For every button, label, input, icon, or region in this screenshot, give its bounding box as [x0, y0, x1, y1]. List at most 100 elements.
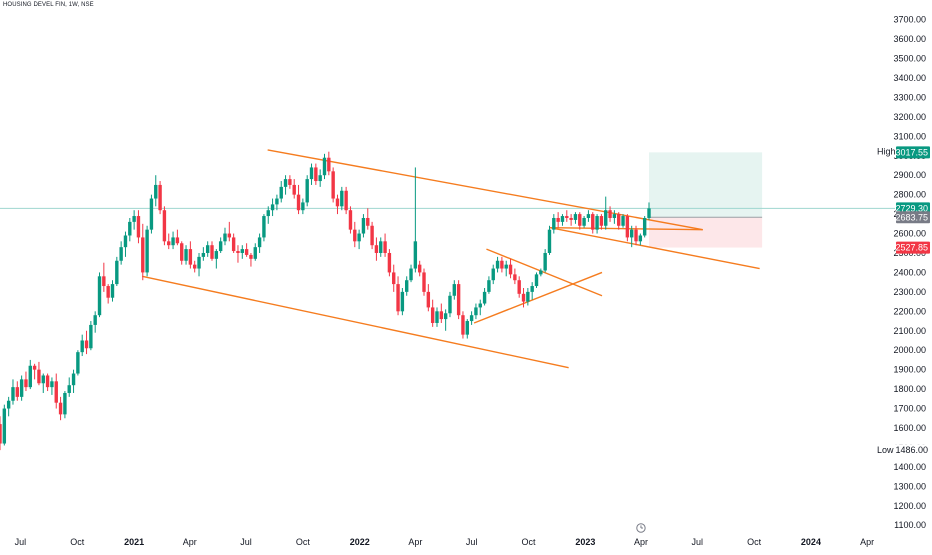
candle	[89, 321, 93, 351]
price-tick-label: 3600.00	[893, 34, 926, 44]
candle-body	[214, 251, 219, 259]
time-tick-label: Apr	[183, 537, 197, 547]
candle	[379, 237, 383, 257]
candle-body	[37, 369, 41, 384]
candle	[340, 186, 344, 211]
candle	[11, 379, 15, 405]
candle-body	[123, 235, 128, 248]
candle-body	[188, 249, 193, 265]
candle-body	[513, 274, 517, 281]
candle	[32, 363, 37, 380]
loss-zone[interactable]	[648, 217, 763, 248]
candle-body	[413, 241, 418, 269]
clock-icon-face	[636, 523, 646, 533]
candle	[37, 361, 41, 386]
candle-body	[180, 243, 184, 261]
time-tick-label: 2021	[124, 537, 144, 547]
candle	[171, 231, 175, 250]
recent-channel-lower[interactable]	[549, 227, 760, 270]
candle	[279, 181, 283, 203]
candle	[58, 396, 63, 421]
candle	[45, 373, 50, 392]
candle	[534, 272, 539, 288]
candle-body	[379, 241, 383, 253]
low-price-badge-value: 1486.00	[895, 445, 928, 455]
candle	[270, 198, 275, 217]
candle-body	[54, 381, 58, 403]
candle	[6, 396, 11, 417]
chart-title: HOUSING DEVEL FIN, 1W, NSE	[3, 2, 94, 8]
candle	[123, 231, 128, 257]
candle-body	[296, 194, 301, 211]
candle	[67, 377, 71, 397]
candle-body	[617, 214, 621, 226]
candle-body	[426, 291, 431, 308]
time-tick-label: Jul	[466, 537, 478, 547]
candle	[629, 225, 634, 248]
clock-icon[interactable]	[636, 523, 646, 533]
candle-body	[629, 229, 634, 238]
candle-body	[582, 217, 586, 226]
candle-body	[89, 324, 93, 349]
candle-body	[171, 237, 175, 246]
candle-body	[149, 198, 154, 230]
candle	[491, 264, 495, 285]
candle-body	[249, 254, 253, 259]
candle-body	[192, 264, 197, 269]
time-tick-label: Apr	[860, 537, 874, 547]
candle	[244, 243, 249, 257]
candle	[461, 311, 465, 339]
profit-zone[interactable]	[648, 152, 763, 218]
time-tick-label: Oct	[521, 537, 536, 547]
candle	[344, 186, 348, 215]
candle-body	[201, 252, 206, 257]
candle	[612, 210, 617, 224]
candle	[586, 210, 591, 222]
candle	[266, 206, 270, 224]
triangle-upper[interactable]	[486, 248, 603, 297]
candle-body	[508, 264, 513, 275]
candle	[625, 214, 630, 242]
candle-body	[504, 264, 508, 269]
candle-body	[487, 280, 491, 292]
triangle-lower[interactable]	[473, 271, 603, 324]
candle-body	[283, 179, 288, 187]
candle	[236, 245, 240, 263]
price-badges: High3021.103017.552729.302683.752527.85L…	[874, 145, 930, 457]
candle	[539, 268, 543, 277]
candle	[102, 262, 106, 292]
candle-body	[474, 307, 478, 316]
candle-body	[205, 245, 210, 253]
candle-body	[305, 179, 309, 203]
candle-body	[270, 204, 275, 211]
candle	[288, 175, 292, 189]
candle	[223, 227, 227, 246]
entry-price-badge: 2683.75	[895, 211, 930, 224]
candle	[456, 280, 461, 320]
entry-price-badge-value: 2683.75	[895, 212, 928, 222]
candle-body	[240, 249, 244, 253]
candle	[487, 276, 491, 294]
candle-body	[253, 247, 257, 259]
candle	[374, 237, 379, 261]
candle-body	[76, 352, 80, 374]
candles-layer	[0, 151, 651, 451]
high-price-badge-label: High	[877, 147, 896, 157]
candle	[599, 214, 604, 230]
upper-channel-line[interactable]	[267, 149, 703, 231]
candle	[565, 210, 569, 222]
candle-body	[556, 217, 560, 222]
candle	[405, 276, 409, 296]
icon-layer	[636, 523, 646, 533]
candle-body	[154, 184, 158, 199]
candle	[608, 206, 612, 222]
candle-body	[448, 295, 452, 314]
lower-channel-line[interactable]	[142, 275, 569, 369]
candle	[71, 369, 76, 393]
candle-body	[500, 260, 504, 269]
candle-body	[102, 276, 106, 287]
price-tick-label: 3100.00	[893, 131, 926, 141]
candle-body	[612, 214, 617, 218]
